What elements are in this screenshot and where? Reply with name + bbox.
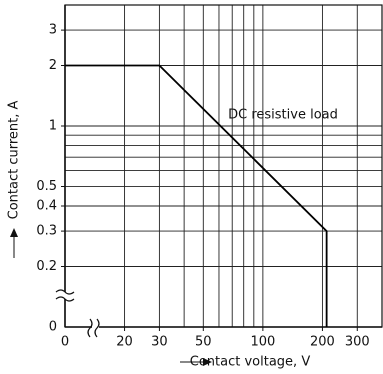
- x-tick-label: 20: [116, 335, 133, 350]
- x-tick-label: 0: [61, 335, 69, 350]
- series-line: [65, 64, 328, 327]
- x-axis-label: Contact voltage, V: [190, 355, 311, 370]
- plot-frame: [64, 4, 383, 328]
- y-tick-label: 3: [49, 23, 57, 38]
- x-tick-label: 300: [345, 335, 370, 350]
- x-axis-break-gap: [92, 324, 99, 330]
- y-tick-label: 0.3: [36, 224, 57, 239]
- y-tick-label: 0.5: [36, 179, 57, 194]
- annotation: DC resistive load: [228, 108, 338, 123]
- x-tick-label: 50: [195, 335, 212, 350]
- y-axis-label: Contact current, A: [7, 101, 22, 220]
- x-axis-break: [87, 318, 100, 338]
- x-tick-label: 200: [310, 335, 335, 350]
- y-axis-break: [55, 289, 75, 302]
- y-tick-label: 0: [49, 320, 57, 335]
- x-axis-arrowhead: [203, 358, 212, 366]
- y-axis-arrowhead: [10, 228, 18, 237]
- y-tick-label: 0.4: [36, 198, 57, 213]
- y-tick-label: 2: [49, 58, 57, 73]
- y-axis-break-gap: [62, 292, 68, 299]
- y-tick-label: 0.2: [36, 259, 57, 274]
- x-tick-label: 100: [250, 335, 275, 350]
- y-tick-label: 1: [49, 119, 57, 134]
- x-tick-label: 30: [151, 335, 168, 350]
